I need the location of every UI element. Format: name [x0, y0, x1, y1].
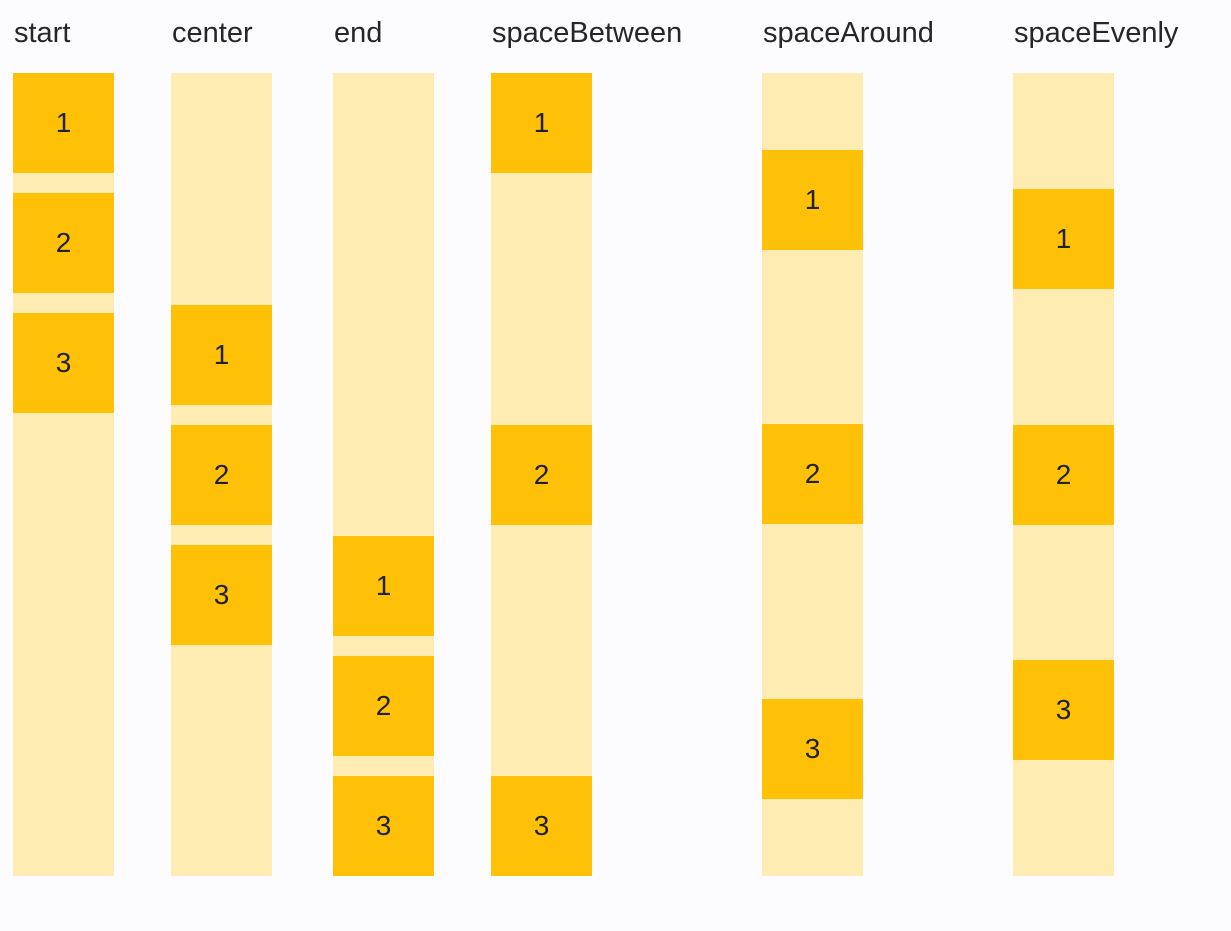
flex-item-box: 2	[13, 193, 114, 293]
flex-item-box: 2	[491, 424, 592, 525]
flex-track: 1 2 3	[13, 73, 114, 876]
flex-item-box: 1	[1013, 188, 1114, 289]
flex-item-box: 1	[491, 73, 592, 173]
flex-item-box: 2	[171, 424, 272, 525]
flex-item-box: 3	[491, 776, 592, 876]
flex-track: 1 2 3	[1013, 73, 1114, 876]
column-label: end	[334, 17, 383, 49]
column-label: spaceEvenly	[1014, 17, 1179, 49]
column-label: start	[14, 17, 71, 49]
flex-item-box: 3	[171, 544, 272, 645]
flex-item-box: 1	[762, 150, 863, 251]
alignment-group-spaceBetween: spaceBetween 1 2 3	[491, 15, 682, 876]
flex-item-box: 3	[1013, 660, 1114, 761]
column-label: center	[172, 17, 253, 49]
flex-track: 1 2 3	[762, 73, 863, 876]
flex-item-box: 3	[762, 698, 863, 799]
column-label: spaceBetween	[492, 17, 683, 49]
flex-item-box: 3	[13, 313, 114, 413]
flex-item-box: 1	[13, 73, 114, 173]
alignment-group-spaceEvenly: spaceEvenly 1 2 3	[1013, 15, 1178, 876]
flex-item-box: 2	[762, 424, 863, 525]
flex-item-box: 2	[1013, 424, 1114, 525]
flex-item-box: 3	[333, 776, 434, 876]
flex-track: 1 2 3	[333, 73, 434, 876]
flex-item-box: 2	[333, 656, 434, 756]
alignment-group-center: center 1 2 3	[171, 15, 272, 876]
flex-track: 1 2 3	[171, 73, 272, 876]
alignment-group-spaceAround: spaceAround 1 2 3	[762, 15, 934, 876]
alignment-group-end: end 1 2 3	[333, 15, 434, 876]
flex-item-box: 1	[171, 304, 272, 405]
flex-track: 1 2 3	[491, 73, 592, 876]
column-label: spaceAround	[763, 17, 934, 49]
alignment-group-start: start 1 2 3	[13, 15, 114, 876]
flex-item-box: 1	[333, 536, 434, 636]
